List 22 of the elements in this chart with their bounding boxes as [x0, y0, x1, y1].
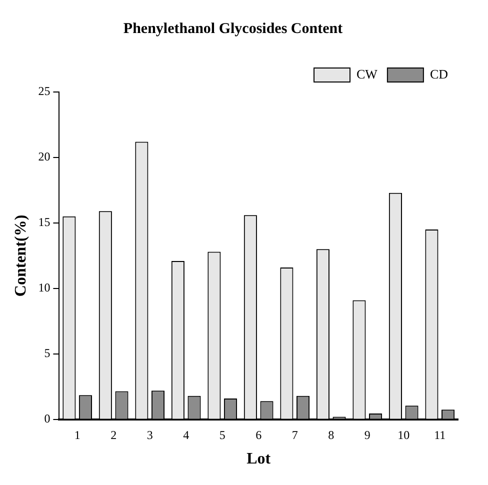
x-tick-label: 3: [146, 428, 153, 442]
x-tick-label: 7: [292, 428, 298, 442]
x-tick-label: 6: [256, 428, 262, 442]
x-axis-title: Lot: [246, 450, 272, 468]
x-tick-label: 10: [398, 428, 410, 442]
x-tick-label: 5: [219, 428, 226, 442]
y-axis-title: Content(%): [12, 214, 30, 297]
y-tick-label: 5: [44, 346, 50, 360]
x-tick-label: 11: [434, 428, 446, 442]
y-tick-label: 20: [38, 150, 50, 164]
x-tick-label: 9: [364, 428, 370, 442]
x-tick-label: 1: [74, 428, 80, 442]
legend-label: CD: [430, 66, 448, 82]
y-tick-label: 10: [38, 280, 50, 295]
y-tick-label: 15: [38, 215, 50, 230]
y-tick-label: 0: [44, 412, 50, 426]
x-tick-label: 8: [328, 428, 334, 442]
x-tick-label: 4: [183, 428, 190, 442]
x-tick-label: 2: [110, 428, 117, 442]
y-tick-label: 25: [38, 84, 50, 98]
legend-label: CW: [356, 66, 378, 82]
chart-title: Phenylethanol Glycosides Content: [123, 20, 343, 37]
